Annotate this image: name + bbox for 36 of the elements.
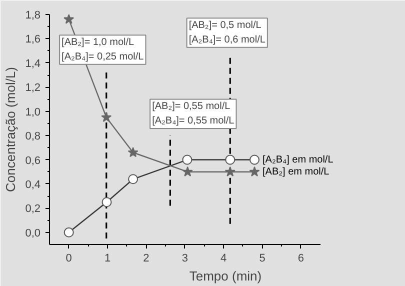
point bbox=[249, 166, 260, 176]
y-tick-label: 0,4 bbox=[25, 178, 41, 191]
series-label: [A₂B₄] em mol/L bbox=[262, 154, 334, 166]
x-tick-label: 5 bbox=[259, 252, 266, 264]
y-tick-label: 1,0 bbox=[25, 106, 41, 118]
x-axis-title: Tempo (min) bbox=[189, 268, 262, 284]
point bbox=[182, 166, 193, 176]
annotation: [AB₂]= 0,55 mol/L [A₂B₄]= 0,55 mol/L bbox=[152, 101, 235, 127]
series-label: [AB₂] em mol/L bbox=[262, 166, 330, 178]
annotation: [AB₂]= 0,5 mol/L [A₂B₄]= 0,6 mol/L bbox=[188, 20, 266, 46]
point bbox=[250, 154, 260, 165]
y-tick-label: 0,8 bbox=[25, 130, 41, 143]
x-tick-label: 6 bbox=[298, 252, 304, 264]
point bbox=[64, 14, 74, 24]
y-tick-label: 1,2 bbox=[25, 82, 41, 94]
point bbox=[182, 154, 192, 165]
y-tick-label: 0,2 bbox=[25, 203, 41, 216]
y-axis-title: Concentração (mol/L) bbox=[3, 67, 18, 192]
x-tick-label: 3 bbox=[182, 252, 188, 264]
x-tick-label: 2 bbox=[143, 252, 150, 264]
point bbox=[101, 112, 112, 122]
x-tick-label: 0 bbox=[66, 252, 72, 264]
y-tick-label: 0,0 bbox=[25, 227, 41, 240]
point bbox=[225, 154, 236, 165]
point bbox=[224, 166, 236, 176]
x-tick-label: 4 bbox=[220, 252, 227, 264]
point bbox=[128, 174, 138, 184]
y-tick-label: 1,4 bbox=[25, 58, 41, 70]
x-tick-label: 1 bbox=[104, 252, 111, 264]
point bbox=[102, 197, 112, 208]
annotation: [AB₂]= 1,0 mol/L [A₂B₄]= 0,25 mol/L bbox=[62, 37, 144, 62]
point bbox=[64, 227, 74, 238]
y-tick-label: 1,6 bbox=[25, 34, 41, 46]
y-tick-label: 0,6 bbox=[25, 154, 41, 167]
y-tick-label: 1,8 bbox=[25, 10, 41, 22]
point bbox=[128, 147, 138, 158]
